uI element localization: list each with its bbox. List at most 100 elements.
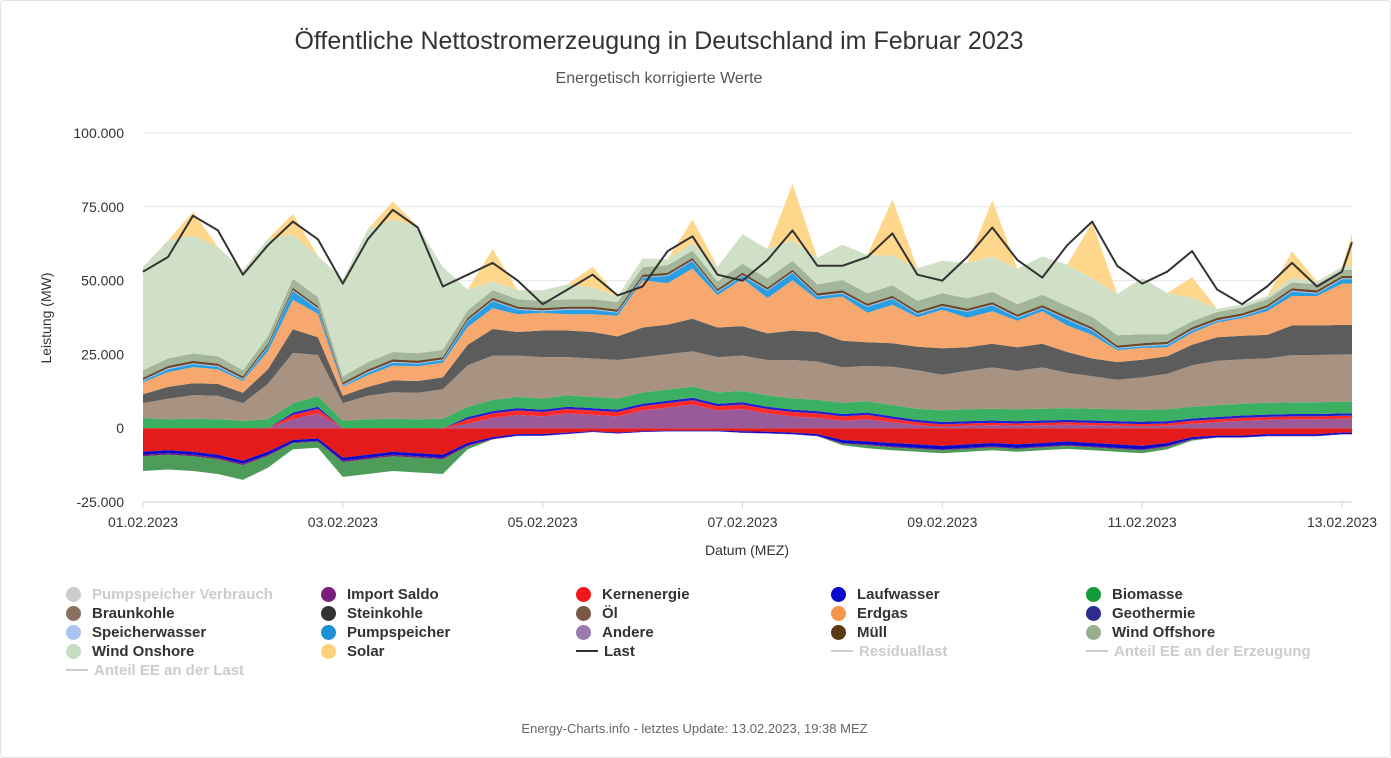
legend-item-andere[interactable]: Andere [576,623,654,641]
legend-label: Braunkohle [92,604,175,622]
legend-marker-icon [831,650,853,652]
x-tick-label: 07.02.2023 [707,514,777,530]
legend-label: Pumpspeicher [347,623,451,641]
legend-item-solar[interactable]: Solar [321,642,385,660]
legend-item-laufwasser[interactable]: Laufwasser [831,585,940,603]
area-erdgas[interactable] [143,268,1352,396]
legend-label: Solar [347,642,385,660]
footer-credit: Energy-Charts.info - letztes Update: 13.… [521,721,868,736]
area-pumpspeicher-verbrauch[interactable] [143,431,1352,480]
legend-label: Geothermie [1112,604,1196,622]
legend-marker-icon [1086,586,1101,602]
legend-marker-icon [831,624,846,640]
legend-label: Last [604,642,635,660]
legend-label: Kernenergie [602,585,690,603]
y-tick-label: 50.000 [81,273,124,289]
legend-label: Steinkohle [347,604,423,622]
y-tick-label: 100.000 [73,125,124,141]
legend-marker-icon [831,605,846,621]
chart-title: Öffentliche Nettostromerzeugung in Deuts… [294,27,1023,55]
series-areas [143,184,1352,480]
legend-marker-icon [66,624,81,640]
legend-item-braunkohle[interactable]: Braunkohle [66,604,175,622]
legend-marker-icon [576,586,591,602]
area-andere[interactable] [143,404,1352,429]
legend-marker-icon [66,669,88,671]
legend-marker-icon [1086,605,1101,621]
y-tick-label: 25.000 [81,346,124,362]
area-import-saldo[interactable] [143,431,1352,466]
legend-marker-icon [321,643,336,659]
legend-item-residuallast[interactable]: Residuallast [831,642,947,660]
area-braunkohle[interactable] [143,351,1352,421]
area-laufwasser[interactable] [143,430,1352,464]
legend-item-speicherwasser[interactable]: Speicherwasser [66,623,206,641]
legend-label: Speicherwasser [92,623,207,641]
y-tick-label: 0 [116,420,124,436]
y-axis-title: Leistung (MW) [38,272,54,363]
legend-item-erdgas[interactable]: Erdgas [831,604,908,622]
area-wind-onshore[interactable] [143,219,1352,377]
legend-marker-icon [321,624,336,640]
legend-item-anteil-ee-an-der-last[interactable]: Anteil EE an der Last [66,661,244,679]
legend-label: Anteil EE an der Last [94,661,245,679]
legend-item-import-saldo[interactable]: Import Saldo [321,585,439,603]
line-last[interactable] [142,208,1353,306]
area-wind-offshore[interactable] [143,250,1352,383]
y-axis-ticks: 100.000 75.000 50.000 25.000 0 -25.000 [73,125,124,510]
y-tick-label: 75.000 [81,199,124,215]
legend-item-biomasse[interactable]: Biomasse [1086,585,1183,603]
legend-label: Andere [602,623,654,641]
legend-label: Wind Onshore [92,642,195,660]
legend-label: Öl [602,604,618,622]
legend-marker-icon [66,643,81,659]
legend-marker-icon [66,605,81,621]
legend-marker-icon [576,624,591,640]
legend-item-wind-offshore[interactable]: Wind Offshore [1086,623,1215,641]
x-axis-title: Datum (MEZ) [705,542,789,558]
area-kernenergie[interactable] [143,400,1352,429]
x-tick-label: 13.02.2023 [1307,514,1377,530]
x-axis-ticks: 01.02.2023 03.02.2023 05.02.2023 07.02.2023… [108,502,1377,530]
x-tick-label: 03.02.2023 [308,514,378,530]
legend-label: Laufwasser [857,585,940,603]
legend-label: Müll [857,623,887,641]
legend-item-kernenergie[interactable]: Kernenergie [576,585,690,603]
legend-marker-icon [321,605,336,621]
legend-marker-icon [1086,650,1108,652]
y-tick-label: -25.000 [77,494,125,510]
legend-label: Import Saldo [347,585,439,603]
legend-label: Pumpspeicher Verbrauch [92,585,273,603]
legend-label: Erdgas [857,604,908,622]
legend-marker-icon [831,586,846,602]
legend-item-geothermie[interactable]: Geothermie [1086,604,1195,622]
chart-subtitle: Energetisch korrigierte Werte [556,70,763,87]
legend-item-pumpspeicher[interactable]: Pumpspeicher [321,623,450,641]
area-biomasse[interactable] [143,386,1352,429]
legend-item-wind-onshore[interactable]: Wind Onshore [66,642,194,660]
legend-item-öl[interactable]: Öl [576,604,618,622]
legend-marker-icon [576,605,591,621]
legend-item-anteil-ee-an-der-erzeugung[interactable]: Anteil EE an der Erzeugung [1086,642,1311,660]
legend-label: Biomasse [1112,585,1183,603]
area-laufwasser[interactable] [143,397,1352,429]
area-steinkohle[interactable] [143,318,1352,404]
legend-marker-icon [1086,624,1101,640]
x-tick-label: 11.02.2023 [1108,514,1177,530]
legend-label: Residuallast [859,642,948,660]
legend-item-steinkohle[interactable]: Steinkohle [321,604,423,622]
legend-marker-icon [576,650,598,652]
legend-marker-icon [321,586,336,602]
area-kernenergie[interactable] [143,428,1352,461]
legend-marker-icon [66,586,81,602]
x-tick-label: 09.02.2023 [907,514,977,530]
legend-label: Wind Offshore [1112,623,1216,641]
legend-item-last[interactable]: Last [576,642,635,660]
legend-label: Anteil EE an der Erzeugung [1114,642,1311,660]
series-lines [142,208,1353,306]
legend-item-pumpspeicher-verbrauch[interactable]: Pumpspeicher Verbrauch [66,585,273,603]
x-tick-label: 05.02.2023 [508,514,578,530]
x-tick-label: 01.02.2023 [108,514,178,530]
legend-item-müll[interactable]: Müll [831,623,887,641]
